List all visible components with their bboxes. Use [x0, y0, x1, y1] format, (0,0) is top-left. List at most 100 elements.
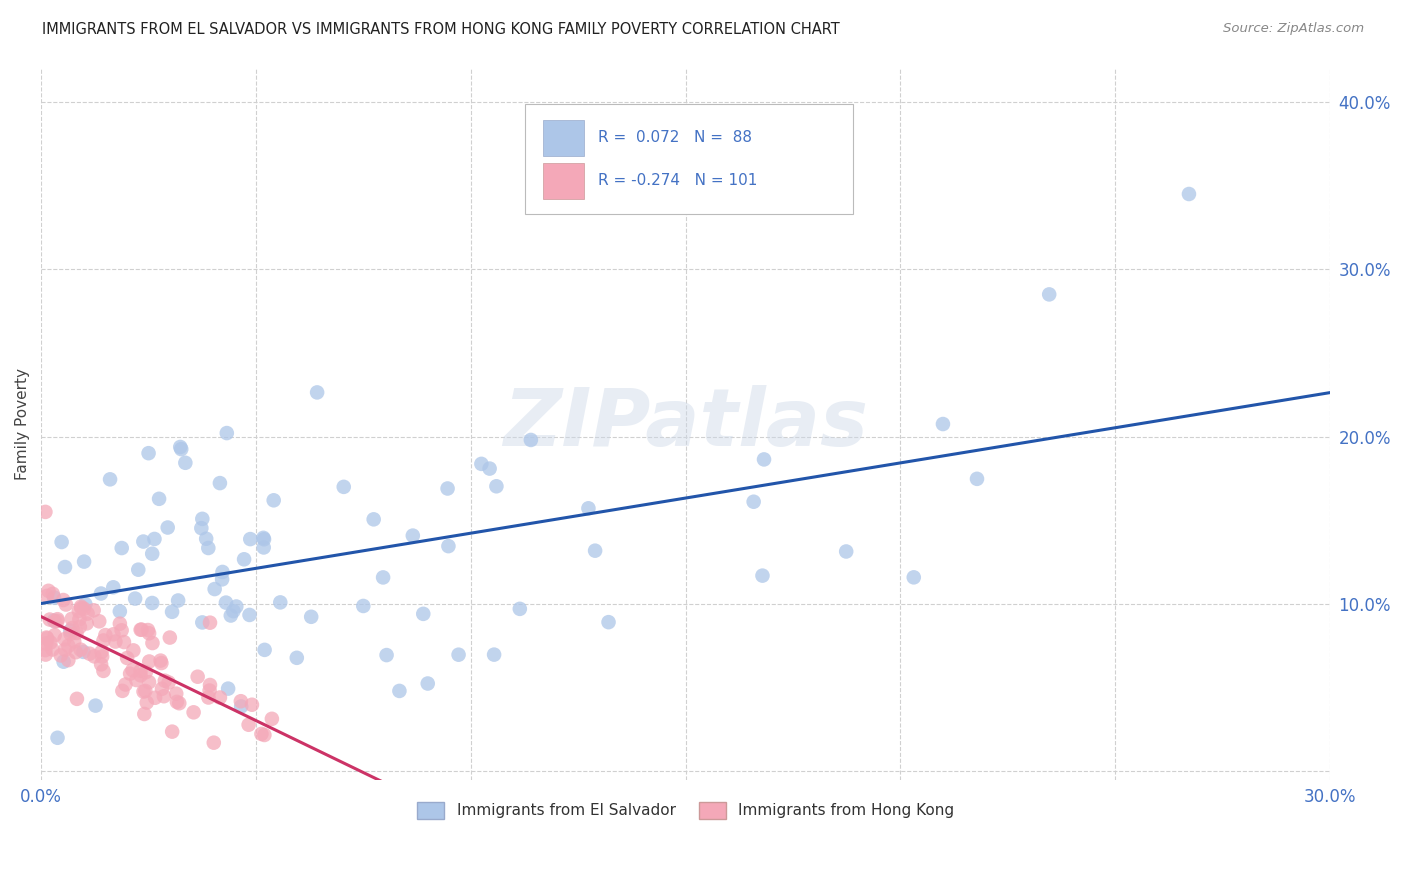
Text: R = -0.274   N = 101: R = -0.274 N = 101	[598, 173, 758, 187]
Point	[231, 699, 253, 714]
Point	[208, 690, 231, 705]
Point	[198, 615, 221, 630]
Point	[197, 690, 219, 705]
Point	[60, 612, 83, 626]
Point	[66, 691, 89, 706]
Point	[153, 673, 176, 688]
FancyBboxPatch shape	[543, 120, 583, 156]
Point	[42, 591, 65, 605]
Point	[222, 604, 245, 618]
Point	[98, 472, 121, 486]
Point	[69, 620, 91, 634]
Point	[63, 634, 86, 648]
Point	[52, 593, 75, 607]
Point	[90, 645, 112, 659]
Point	[141, 547, 163, 561]
Point	[239, 532, 262, 546]
Point	[69, 642, 91, 657]
Point	[34, 643, 56, 657]
Point	[108, 616, 131, 631]
Point	[135, 665, 157, 680]
Point	[520, 433, 543, 447]
Point	[111, 684, 134, 698]
Point	[150, 656, 173, 670]
Point	[197, 541, 219, 555]
Point	[253, 643, 276, 657]
Point	[67, 604, 90, 618]
Point	[252, 531, 274, 545]
Point	[583, 543, 606, 558]
Point	[114, 677, 136, 691]
FancyBboxPatch shape	[543, 163, 583, 199]
Point	[44, 615, 66, 629]
Point	[70, 601, 93, 615]
Point	[260, 712, 283, 726]
Point	[191, 615, 214, 630]
Point	[1038, 287, 1060, 301]
Point	[470, 457, 492, 471]
Point	[104, 634, 127, 648]
Point	[53, 642, 76, 657]
Point	[966, 472, 988, 486]
Point	[141, 596, 163, 610]
Point	[35, 631, 58, 645]
Point	[84, 698, 107, 713]
Point	[132, 684, 155, 698]
Point	[183, 706, 205, 720]
Point	[39, 635, 62, 649]
Point	[49, 648, 72, 663]
Point	[238, 607, 260, 622]
Point	[167, 696, 190, 710]
Text: ZIPatlas: ZIPatlas	[503, 385, 868, 463]
Point	[41, 642, 63, 657]
Point	[233, 552, 256, 566]
Point	[37, 583, 59, 598]
Point	[131, 623, 153, 637]
Point	[124, 591, 146, 606]
Point	[269, 595, 291, 609]
Point	[70, 599, 93, 614]
Point	[91, 649, 114, 664]
Text: IMMIGRANTS FROM EL SALVADOR VS IMMIGRANTS FROM HONG KONG FAMILY POVERTY CORRELAT: IMMIGRANTS FROM EL SALVADOR VS IMMIGRANT…	[42, 22, 839, 37]
Point	[371, 570, 394, 584]
Point	[159, 631, 181, 645]
Point	[138, 626, 160, 640]
Point	[103, 580, 125, 594]
Point	[73, 555, 96, 569]
Point	[416, 676, 439, 690]
Point	[167, 593, 190, 607]
Point	[485, 479, 508, 493]
Point	[156, 520, 179, 534]
Point	[903, 570, 925, 584]
Point	[53, 560, 76, 574]
Point	[932, 417, 955, 431]
Point	[108, 604, 131, 618]
Point	[134, 684, 156, 698]
Point	[103, 627, 125, 641]
Point	[141, 636, 163, 650]
Point	[129, 623, 152, 637]
Point	[578, 501, 600, 516]
Point	[238, 717, 260, 731]
Point	[60, 621, 83, 635]
FancyBboxPatch shape	[524, 104, 853, 214]
Point	[115, 651, 138, 665]
Point	[211, 565, 233, 579]
Point	[250, 727, 273, 741]
Point	[136, 623, 159, 637]
Point	[134, 706, 156, 721]
Point	[73, 602, 96, 616]
Point	[191, 512, 214, 526]
Point	[138, 655, 160, 669]
Point	[93, 633, 115, 648]
Point	[170, 442, 193, 456]
Point	[198, 678, 221, 692]
Point	[111, 624, 134, 638]
Point	[38, 613, 60, 627]
Point	[76, 607, 98, 621]
Point	[44, 628, 66, 642]
Point	[37, 632, 59, 646]
Point	[65, 626, 87, 640]
Point	[35, 589, 58, 603]
Point	[138, 446, 160, 460]
